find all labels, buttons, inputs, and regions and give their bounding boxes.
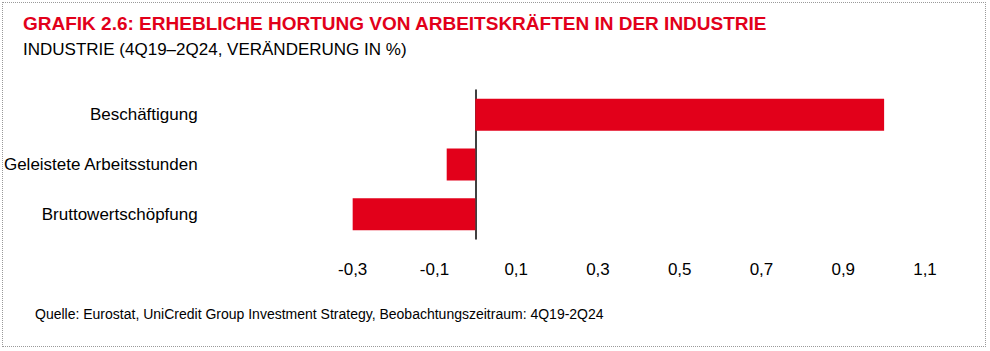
svg-text:1,1: 1,1 [913, 260, 937, 279]
svg-text:GRAFIK 2.6: ERHEBLICHE HORTUNG: GRAFIK 2.6: ERHEBLICHE HORTUNG VON ARBEI… [23, 13, 767, 34]
svg-text:Quelle: Eurostat, UniCredit Gr: Quelle: Eurostat, UniCredit Group Invest… [35, 306, 604, 322]
svg-text:0,3: 0,3 [586, 260, 610, 279]
svg-text:0,7: 0,7 [750, 260, 774, 279]
svg-text:-0,1: -0,1 [420, 260, 449, 279]
svg-text:0,1: 0,1 [504, 260, 528, 279]
svg-text:Geleistete Arbeitsstunden: Geleistete Arbeitsstunden [4, 155, 198, 174]
svg-text:Bruttowertschöpfung: Bruttowertschöpfung [42, 205, 198, 224]
svg-text:INDUSTRIE (4Q19–2Q24, VERÄNDER: INDUSTRIE (4Q19–2Q24, VERÄNDERUNG IN %) [23, 40, 407, 59]
svg-text:0,9: 0,9 [831, 260, 855, 279]
svg-text:-0,3: -0,3 [338, 260, 367, 279]
svg-text:Beschäftigung: Beschäftigung [90, 105, 198, 124]
svg-text:0,5: 0,5 [668, 260, 692, 279]
